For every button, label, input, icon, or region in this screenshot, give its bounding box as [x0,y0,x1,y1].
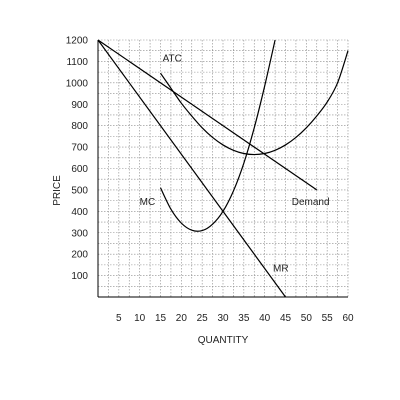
y-axis-title: PRICE [52,175,63,206]
x-tick-label: 35 [238,313,250,324]
x-tick-label: 10 [134,313,146,324]
y-tick-label: 300 [71,228,88,239]
x-tick-label: 30 [217,313,229,324]
series [97,39,349,298]
label-atc: ATC [163,53,182,64]
grid [98,39,349,297]
label-demand: Demand [292,197,330,208]
x-tick-label: 60 [342,313,354,324]
label-mc: MC [140,197,156,208]
series-mr-line [97,39,286,298]
x-tick-label: 15 [155,313,167,324]
curve-labels: ATC MC Demand MR [140,53,330,274]
y-tick-label: 500 [71,185,88,196]
x-tick-label: 45 [280,313,292,324]
y-tick-label: 1000 [66,78,89,89]
series-mc-line [159,39,276,232]
x-tick-label: 50 [301,313,313,324]
x-axis-title: QUANTITY [198,335,249,346]
y-tick-label: 400 [71,207,88,218]
x-tick-label: 5 [116,313,122,324]
label-mr: MR [273,263,289,274]
x-tick-label: 20 [176,313,188,324]
y-tick-label: 800 [71,121,88,132]
x-tick-label: 55 [322,313,334,324]
y-tick-label: 100 [71,271,88,282]
series-demand-line [97,39,318,191]
y-tick-label: 200 [71,250,88,261]
x-tick-label: 40 [259,313,271,324]
axes [97,40,348,298]
y-tick-label: 1200 [66,36,89,47]
y-tick-label: 1100 [66,57,88,68]
y-tick-label: 700 [71,143,88,154]
tick-labels: 5 10 15 20 25 30 35 40 45 50 55 60 100 200 300 400 500 60… [66,36,354,325]
y-tick-label: 600 [71,164,88,175]
x-tick-label: 25 [197,313,209,324]
y-tick-label: 900 [71,100,88,111]
series-atc-line [160,50,349,156]
